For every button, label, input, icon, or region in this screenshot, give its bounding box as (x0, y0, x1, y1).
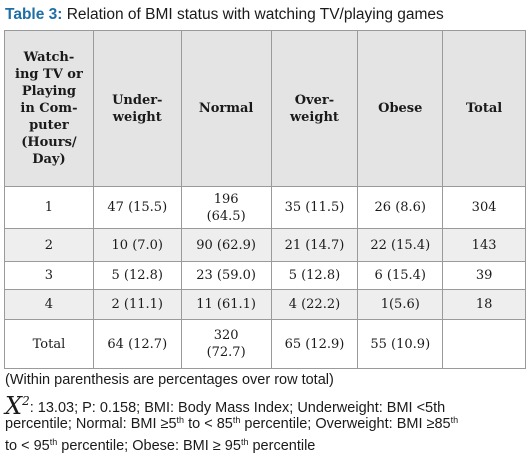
header-obese: Obese (357, 30, 444, 187)
cell-hours: 4 (4, 289, 94, 320)
cell-underweight: 64 (12.7) (92, 319, 182, 369)
cell-obese: 1(5.6) (357, 289, 444, 320)
table-header-row: Watch- ing TV or Playing in Com- puter (… (4, 30, 526, 187)
cell-hours: 2 (4, 228, 94, 262)
cell-hours: 3 (4, 261, 94, 290)
footnote-line-2: X2: 13.03; P: 0.158; BMI: Body Mass Inde… (5, 392, 446, 420)
cell-normal: 320 (72.7) (180, 319, 272, 369)
table-caption-text: Relation of BMI status with watching TV/… (62, 6, 444, 23)
cell-normal: 196 (64.5) (180, 186, 272, 229)
cell-total: 39 (442, 261, 526, 290)
cell-underweight: 2 (11.1) (92, 289, 182, 320)
cell-normal: 23 (59.0) (180, 261, 272, 290)
table-row: 2 10 (7.0) 90 (62.9) 21 (14.7) 22 (15.4)… (4, 228, 526, 262)
header-normal: Normal (180, 30, 272, 187)
header-underweight: Under- weight (92, 30, 182, 187)
table-caption-label: Table 3: (5, 6, 63, 23)
header-hours: Watch- ing TV or Playing in Com- puter (… (4, 30, 94, 187)
cell-underweight: 5 (12.8) (92, 261, 182, 290)
table-row-total: Total 64 (12.7) 320 (72.7) 65 (12.9) 55 (… (4, 319, 526, 369)
table-caption: Table 3: Relation of BMI status with wat… (5, 6, 444, 24)
cell-overweight: 5 (12.8) (270, 261, 359, 290)
table-row: 4 2 (11.1) 11 (61.1) 4 (22.2) 1(5.6) 18 (4, 289, 526, 320)
cell-obese: 22 (15.4) (357, 228, 444, 262)
cell-underweight: 47 (15.5) (92, 186, 182, 229)
cell-normal: 11 (61.1) (180, 289, 272, 320)
cell-obese: 26 (8.6) (357, 186, 444, 229)
cell-overweight: 4 (22.2) (270, 289, 359, 320)
table-row: 1 47 (15.5) 196 (64.5) 35 (11.5) 26 (8.6)… (4, 186, 526, 229)
cell-overweight: 21 (14.7) (270, 228, 359, 262)
cell-underweight: 10 (7.0) (92, 228, 182, 262)
cell-overweight: 35 (11.5) (270, 186, 359, 229)
cell-total (442, 319, 526, 369)
cell-total: 304 (442, 186, 526, 229)
table-row: 3 5 (12.8) 23 (59.0) 5 (12.8) 6 (15.4) 3… (4, 261, 526, 290)
footnote-line-3: percentile; Normal: BMI ≥5th to < 85th p… (5, 415, 459, 433)
header-overweight: Over- weight (270, 30, 359, 187)
cell-hours: Total (4, 319, 94, 369)
bmi-table: Watch- ing TV or Playing in Com- puter (… (4, 30, 526, 369)
header-total: Total (442, 30, 526, 187)
footnote-line-4: to < 95th percentile; Obese: BMI ≥ 95th … (5, 437, 316, 455)
cell-total: 143 (442, 228, 526, 262)
chi-square-symbol: X2 (5, 392, 30, 420)
cell-normal: 90 (62.9) (180, 228, 272, 262)
cell-overweight: 65 (12.9) (270, 319, 359, 369)
cell-hours: 1 (4, 186, 94, 229)
footnote-line-1: (Within parenthesis are percentages over… (5, 372, 334, 388)
cell-obese: 6 (15.4) (357, 261, 444, 290)
cell-total: 18 (442, 289, 526, 320)
cell-obese: 55 (10.9) (357, 319, 444, 369)
